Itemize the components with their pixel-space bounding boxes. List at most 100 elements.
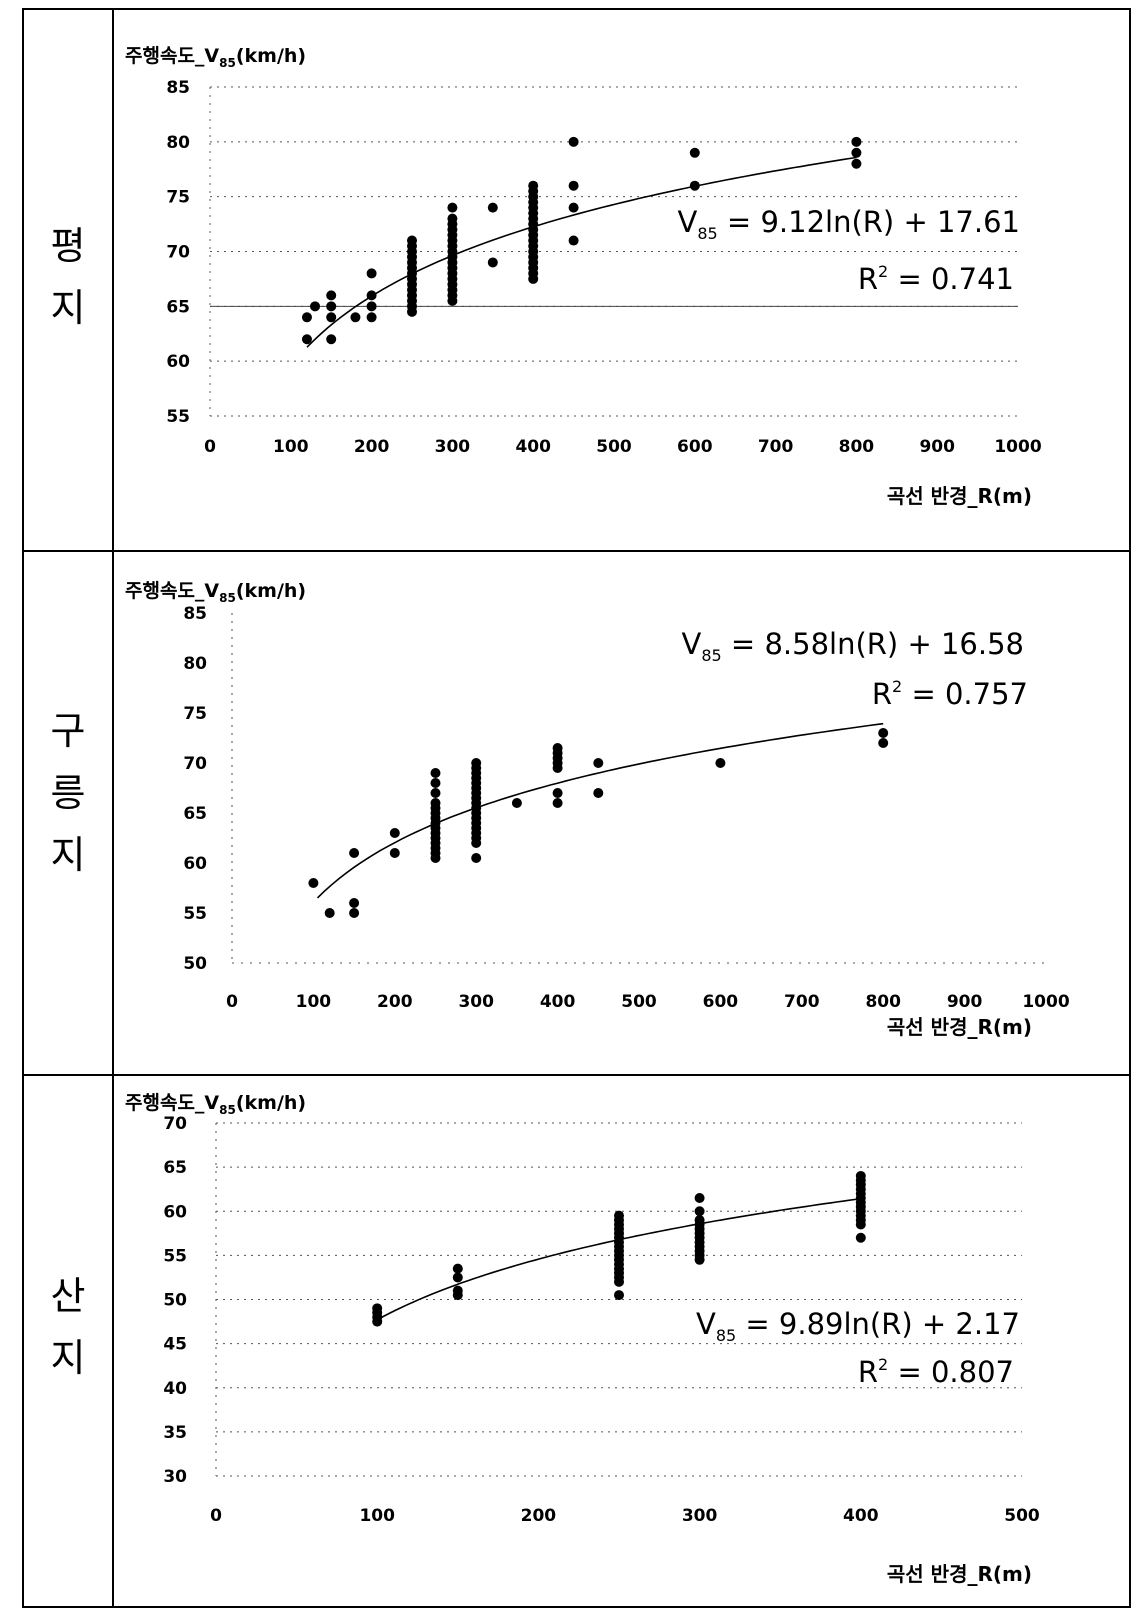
data-point <box>447 202 458 213</box>
data-point <box>349 848 360 858</box>
x-axis-title: 곡선 반경_R(m) <box>887 484 1032 508</box>
data-point <box>715 758 726 768</box>
x-axis-title: 곡선 반경_R(m) <box>887 1015 1032 1039</box>
data-point <box>372 1303 383 1314</box>
y-axis-title: 주행속도_V85(km/h) <box>125 45 306 70</box>
y-tick-label: 75 <box>183 704 207 724</box>
x-axis-title: 곡선 반경_R(m) <box>887 1562 1032 1586</box>
data-point <box>366 301 377 312</box>
x-tick-label: 300 <box>682 1506 718 1526</box>
x-tick-label: 100 <box>296 992 332 1012</box>
terrain-char: 산 <box>50 1274 86 1318</box>
terrain-label-mountain: 산 지 <box>24 1265 112 1389</box>
data-point <box>689 180 700 191</box>
y-tick-label: 80 <box>183 654 207 674</box>
y-tick-label: 70 <box>166 243 190 263</box>
data-point <box>308 878 319 888</box>
data-point <box>689 147 700 158</box>
data-point <box>851 158 862 169</box>
y-tick-label: 60 <box>163 1202 187 1222</box>
y-tick-label: 85 <box>183 604 207 624</box>
x-tick-label: 0 <box>204 437 216 457</box>
data-point <box>452 1272 463 1283</box>
x-tick-label: 400 <box>843 1506 879 1526</box>
data-point <box>301 334 312 345</box>
x-tick-label: 400 <box>540 992 576 1012</box>
data-point <box>430 788 441 798</box>
x-tick-label: 1000 <box>994 437 1041 457</box>
x-tick-label: 800 <box>839 437 875 457</box>
y-tick-label: 85 <box>166 78 190 98</box>
data-point <box>452 1263 463 1274</box>
y-tick-label: 60 <box>183 854 207 874</box>
data-point <box>694 1193 705 1204</box>
x-tick-label: 0 <box>210 1506 222 1526</box>
data-point <box>430 768 441 778</box>
y-axis-title: 주행속도_V85(km/h) <box>125 580 306 605</box>
x-tick-label: 500 <box>621 992 657 1012</box>
data-point <box>471 758 482 768</box>
data-point <box>593 758 604 768</box>
data-point <box>552 743 563 753</box>
regression-equation: V85 = 9.89ln(R) + 2.17 <box>696 1307 1020 1345</box>
row-divider-1 <box>24 550 1129 552</box>
data-point <box>614 1210 624 1221</box>
regression-equation: V85 = 9.12ln(R) + 17.61 <box>678 205 1020 243</box>
y-axis-title: 주행속도_V85(km/h) <box>125 1092 306 1117</box>
x-tick-label: 900 <box>947 992 983 1012</box>
x-tick-label: 500 <box>1004 1506 1040 1526</box>
x-tick-label: 0 <box>226 992 238 1012</box>
data-point <box>694 1206 705 1217</box>
data-point <box>568 136 579 147</box>
x-tick-label: 200 <box>354 437 390 457</box>
terrain-label-rolling: 구 릉 지 <box>24 700 112 886</box>
data-point <box>855 1170 866 1181</box>
data-point <box>593 788 604 798</box>
terrain-char: 지 <box>50 833 86 877</box>
data-point <box>568 202 579 213</box>
x-tick-label: 600 <box>677 437 713 457</box>
data-point <box>511 798 522 808</box>
data-point <box>694 1215 705 1226</box>
x-tick-label: 200 <box>521 1506 557 1526</box>
y-tick-label: 50 <box>163 1291 187 1311</box>
data-point <box>568 180 579 191</box>
data-point <box>447 213 458 224</box>
data-point <box>851 147 862 158</box>
terrain-char: 평 <box>50 224 86 268</box>
data-point <box>389 848 400 858</box>
data-point <box>407 235 417 246</box>
trendline <box>316 722 884 899</box>
x-tick-label: 600 <box>703 992 739 1012</box>
x-tick-label: 200 <box>377 992 413 1012</box>
data-point <box>349 908 360 918</box>
y-tick-label: 30 <box>163 1467 187 1487</box>
y-tick-label: 55 <box>166 407 190 427</box>
data-point <box>310 301 321 312</box>
data-point <box>326 312 337 323</box>
y-tick-label: 65 <box>163 1158 187 1178</box>
x-tick-label: 700 <box>784 992 820 1012</box>
data-point <box>324 908 335 918</box>
data-point <box>487 202 498 213</box>
data-point <box>487 257 498 268</box>
data-point <box>552 798 563 808</box>
y-tick-label: 75 <box>166 188 190 208</box>
y-tick-label: 65 <box>183 804 207 824</box>
y-tick-label: 45 <box>163 1335 187 1355</box>
x-tick-label: 300 <box>458 992 494 1012</box>
y-tick-label: 55 <box>163 1246 187 1266</box>
data-point <box>430 798 441 808</box>
data-point <box>326 290 337 301</box>
y-tick-label: 70 <box>163 1114 187 1134</box>
terrain-char: 지 <box>50 286 86 330</box>
data-point <box>878 738 889 748</box>
r-squared-label: R2 = 0.807 <box>858 1355 1014 1389</box>
data-point <box>366 312 377 323</box>
y-tick-label: 70 <box>183 754 207 774</box>
data-point <box>528 180 539 191</box>
x-tick-label: 400 <box>515 437 551 457</box>
terrain-char: 릉 <box>50 771 86 815</box>
